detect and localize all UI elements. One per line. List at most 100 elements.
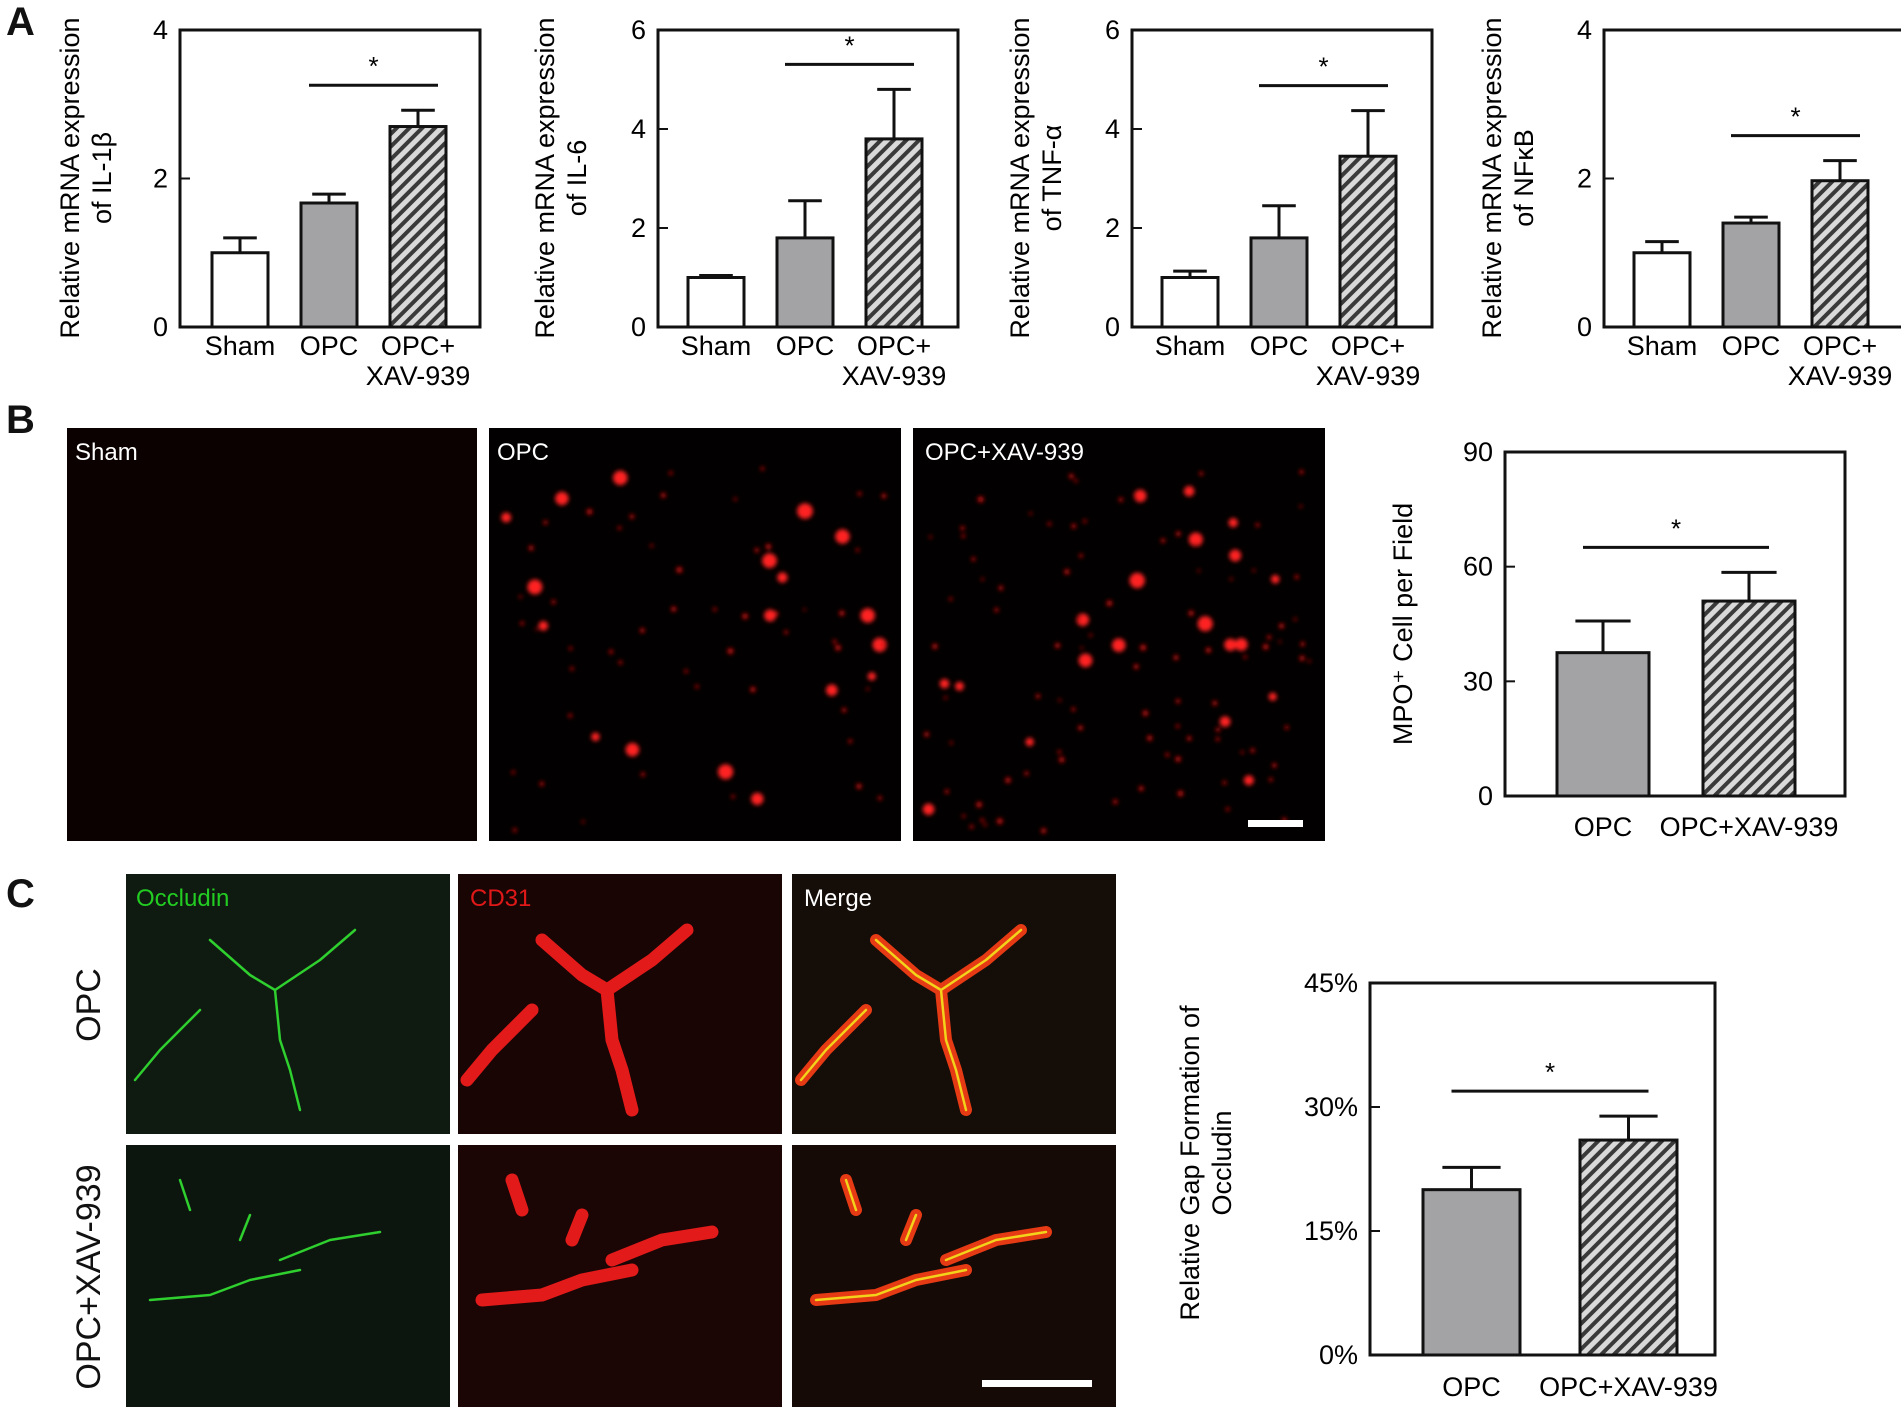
- cell-dot: [857, 491, 862, 496]
- cell-dot: [1266, 635, 1272, 640]
- cell-dot: [1243, 775, 1254, 786]
- bar: [686, 276, 746, 329]
- bar: [1249, 236, 1309, 329]
- chart-3: 0 2 4 6 Sham OPC OPC+ XAV-939 * Relative mRNA exp…: [1005, 15, 1434, 391]
- vessel: [939, 988, 968, 1112]
- cell-dot: [1294, 574, 1299, 580]
- cell-dot: [877, 796, 883, 801]
- chart-6: 0% 15% 30% 45% OPC OPC+XAV-939 * Relative Gap F…: [1175, 968, 1718, 1402]
- cell-dot: [835, 529, 850, 544]
- cell-dot: [617, 526, 622, 530]
- significance-star: *: [1318, 52, 1328, 82]
- bar: [1632, 251, 1692, 329]
- cell-dot: [695, 684, 699, 689]
- cell-dot: [848, 739, 853, 744]
- cell-dot: [1077, 616, 1082, 621]
- vessel: [844, 1178, 858, 1212]
- cell-dot: [1228, 518, 1238, 528]
- y-tick-label: 4: [153, 15, 168, 45]
- y-axis-label: Relative mRNA expressionof NFκB: [1477, 17, 1539, 338]
- cell-dot: [1165, 752, 1170, 757]
- cell-dot: [668, 471, 673, 475]
- bar: [864, 137, 924, 329]
- vessel: [475, 1263, 639, 1307]
- vessel: [238, 1213, 252, 1242]
- cell-dot: [731, 794, 735, 799]
- panel-letter-b: B: [6, 398, 35, 442]
- cell-dot: [727, 648, 734, 655]
- cell-dot: [1064, 569, 1070, 575]
- cell-dot: [960, 526, 965, 531]
- cell-dot: [629, 514, 635, 519]
- cell-dot: [1197, 616, 1213, 632]
- bar: [775, 236, 835, 329]
- significance-star: *: [844, 30, 854, 60]
- cell-dot: [1106, 600, 1113, 607]
- cell-dot: [1272, 763, 1277, 768]
- cell-dot: [535, 627, 538, 631]
- cell-dot: [718, 764, 734, 780]
- vessel: [904, 1213, 918, 1242]
- cell-dot: [1074, 479, 1078, 483]
- cell-dot: [1307, 659, 1311, 663]
- cell-dot: [1205, 647, 1212, 653]
- cell-dot: [1071, 523, 1077, 529]
- cell-dot: [527, 579, 543, 595]
- cell-dot: [1278, 623, 1285, 629]
- cell-dot: [1177, 790, 1184, 797]
- vessel: [178, 1178, 192, 1212]
- cell-dot: [640, 772, 646, 777]
- bar: [1555, 651, 1651, 798]
- x-tick-label: OPC+XAV-939: [1660, 812, 1839, 842]
- cell-dot: [671, 606, 677, 612]
- cell-dot: [826, 684, 838, 696]
- bar: [299, 201, 359, 329]
- y-tick-label: 6: [1105, 15, 1120, 45]
- cell-dot: [1040, 828, 1047, 834]
- cell-dot: [608, 649, 614, 654]
- bar: [1160, 276, 1220, 329]
- cell-dot: [777, 572, 788, 583]
- y-tick-label: 2: [1577, 164, 1592, 194]
- x-tick-label: Sham: [681, 331, 752, 361]
- cell-dot: [1188, 532, 1203, 547]
- cell-dot: [1194, 542, 1198, 546]
- y-tick-label: 6: [631, 15, 646, 45]
- cell-dot: [1268, 692, 1277, 701]
- y-tick-label: 90: [1463, 437, 1493, 467]
- cell-dot: [1293, 617, 1297, 621]
- cell-dot: [676, 566, 683, 574]
- vessel: [600, 983, 639, 1117]
- bar: [1701, 599, 1797, 798]
- cell-dot: [684, 669, 688, 674]
- cell-dot: [976, 801, 983, 808]
- x-tick-label: OPC: [776, 331, 835, 361]
- cell-dot: [1175, 698, 1181, 704]
- cell-dot: [1057, 750, 1062, 754]
- plot-frame: [1503, 450, 1847, 798]
- y-tick-label: 2: [153, 164, 168, 194]
- scale-bar: [1248, 820, 1303, 827]
- cell-dot: [1212, 700, 1218, 706]
- y-tick-label: 60: [1463, 552, 1493, 582]
- cell-dot: [765, 543, 772, 550]
- bar: [388, 125, 448, 329]
- cell-dot: [1225, 807, 1230, 812]
- vessel: [799, 1008, 868, 1082]
- row-label-opc: OPC: [70, 968, 108, 1042]
- cell-dot: [939, 678, 950, 689]
- y-tick-label: 0%: [1319, 1340, 1358, 1370]
- cell-dot: [922, 803, 935, 816]
- cell-dot: [961, 534, 966, 538]
- vessel: [874, 938, 943, 992]
- cell-dot: [860, 608, 875, 623]
- vessel: [278, 1230, 382, 1262]
- cell-dot: [944, 696, 948, 700]
- bar: [1421, 1188, 1522, 1357]
- scale-bar-c: [982, 1380, 1092, 1387]
- plot-frame: [1368, 981, 1717, 1357]
- cell-dot: [1299, 504, 1303, 508]
- cell-dot: [1118, 497, 1124, 503]
- y-tick-label: 30%: [1304, 1092, 1358, 1122]
